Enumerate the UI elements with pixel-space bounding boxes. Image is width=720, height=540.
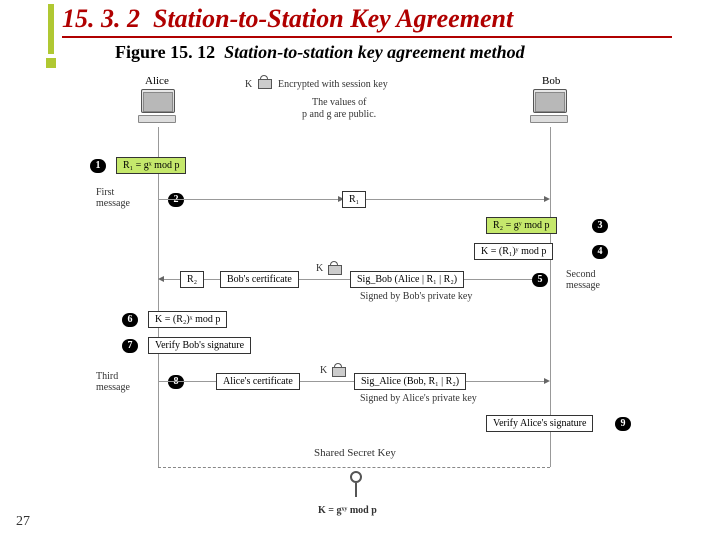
step-7: 7: [122, 339, 138, 353]
first-message-label: Firstmessage: [96, 187, 146, 209]
public-note-1: The values of: [312, 97, 366, 108]
formula-r1: R₁ = gˣ mod p: [116, 157, 186, 174]
msg-r1: R₁: [342, 191, 366, 208]
figure-number: Figure 15. 12: [115, 42, 215, 62]
second-message-label: Secondmessage: [566, 269, 600, 291]
page-number: 27: [16, 514, 30, 530]
third-message-label: Thirdmessage: [96, 371, 130, 393]
encrypted-note: Encrypted with session key: [278, 79, 388, 90]
alice-lifeline: [158, 127, 159, 467]
key-letter-2: K: [316, 263, 323, 274]
formula-verify-alice: Verify Alice's signature: [486, 415, 593, 432]
accent-dot: [46, 58, 56, 68]
protocol-diagram: Alice Bob K Encrypted with session key T…: [70, 75, 670, 520]
step-6: 6: [122, 313, 138, 327]
formula-k-alice: K = (R₂)ˣ mod p: [148, 311, 227, 328]
key-icon: [346, 471, 366, 501]
figure-caption: Figure 15. 12 Station-to-station key agr…: [115, 42, 525, 63]
lock-icon-2: [328, 261, 340, 275]
step-8: 8: [168, 375, 184, 389]
step-2: 2: [168, 193, 184, 207]
bob-label: Bob: [542, 75, 560, 87]
alice-computer-icon: [138, 89, 178, 125]
step-1: 1: [90, 159, 106, 173]
signed-alice-note: Signed by Alice's private key: [360, 393, 477, 404]
msg-sig-bob: Sig_Bob (Alice | R₁ | R₂): [350, 271, 464, 288]
step-3: 3: [592, 219, 608, 233]
public-note-2: p and g are public.: [302, 109, 376, 120]
step-5: 5: [532, 273, 548, 287]
bob-computer-icon: [530, 89, 570, 125]
msg-r2: R₂: [180, 271, 204, 288]
msg-alice-cert: Alice's certificate: [216, 373, 300, 390]
key-letter-top: K: [245, 79, 252, 90]
section-number: 15. 3. 2: [62, 4, 140, 33]
step-4: 4: [592, 245, 608, 259]
msg-sig-alice: Sig_Alice (Bob, R₁ | R₂): [354, 373, 466, 390]
accent-bar: [48, 4, 54, 54]
lock-icon-3: [332, 363, 344, 377]
formula-k-bob: K = (R₁)ʸ mod p: [474, 243, 553, 260]
section-title: 15. 3. 2 Station-to-Station Key Agreemen…: [62, 4, 672, 38]
lock-icon-top: [258, 75, 270, 89]
formula-r2: R₂ = gʸ mod p: [486, 217, 557, 234]
alice-label: Alice: [145, 75, 169, 87]
figure-desc: Station-to-station key agreement method: [224, 42, 525, 62]
formula-verify-bob: Verify Bob's signature: [148, 337, 251, 354]
shared-dashed-line: [158, 467, 550, 468]
section-title-text: Station-to-Station Key Agreement: [153, 4, 513, 33]
shared-key-formula: K = gˣʸ mod p: [318, 505, 377, 516]
step-9: 9: [615, 417, 631, 431]
shared-key-title: Shared Secret Key: [314, 447, 396, 459]
signed-bob-note: Signed by Bob's private key: [360, 291, 472, 302]
key-letter-3: K: [320, 365, 327, 376]
msg1-arrow: [158, 199, 338, 200]
msg-bob-cert: Bob's certificate: [220, 271, 299, 288]
msg1-arrow-2: [366, 199, 544, 200]
